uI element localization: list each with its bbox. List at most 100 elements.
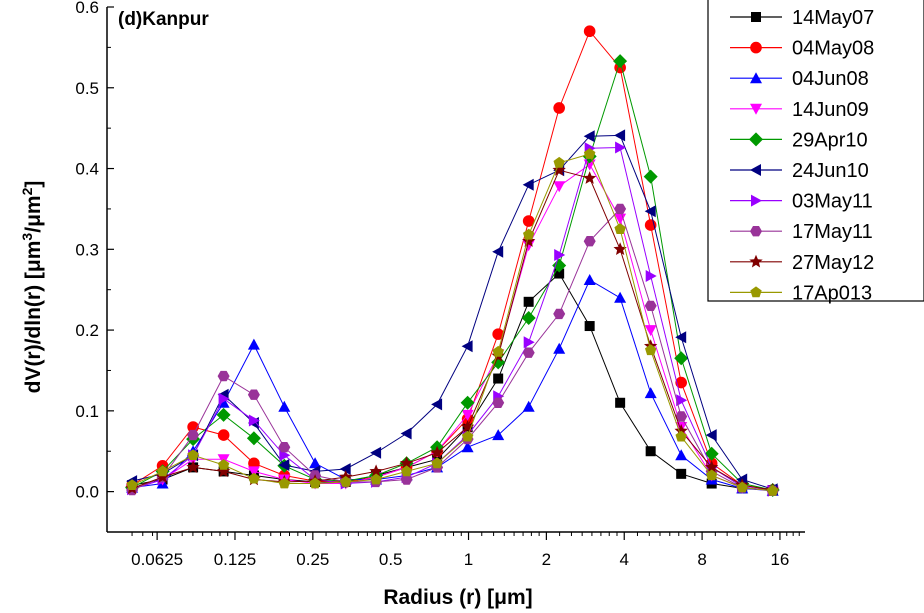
series-line <box>131 146 773 492</box>
legend-label: 17Ap013 <box>792 282 872 304</box>
data-point <box>370 473 382 485</box>
data-point <box>431 398 443 411</box>
y-axis-title-sup2: 2 <box>19 187 35 195</box>
data-point <box>523 296 534 307</box>
data-point <box>217 459 230 470</box>
data-point <box>461 430 474 442</box>
data-point <box>491 355 506 370</box>
data-point <box>523 228 535 240</box>
data-point <box>369 464 383 478</box>
legend-box <box>707 0 924 302</box>
data-point <box>248 414 260 427</box>
x-tick-label: 8 <box>697 550 706 569</box>
legend: 14May07 04May08 04Jun08 14Jun09 29Apr10 24Jun… <box>707 0 924 304</box>
x-axis-title: Radius (r) [μm] <box>383 586 532 609</box>
data-point <box>584 321 595 332</box>
x-tick-label: 0.125 <box>214 550 257 569</box>
data-point <box>751 194 762 207</box>
x-tick-label: 1 <box>464 550 473 569</box>
data-point <box>521 311 536 325</box>
data-point <box>704 446 719 461</box>
series-line <box>131 30 773 491</box>
x-tick-label: 0.25 <box>296 550 329 569</box>
data-point <box>246 431 261 446</box>
data-point <box>643 169 658 184</box>
data-point <box>676 468 687 479</box>
data-point <box>674 351 689 366</box>
data-point <box>644 300 657 311</box>
legend-label: 03May11 <box>792 191 873 213</box>
legend-item: 17May11 <box>730 221 873 243</box>
series-27May12 <box>125 163 780 496</box>
data-point <box>675 449 688 461</box>
series-line <box>132 272 773 491</box>
data-point <box>492 429 505 441</box>
data-point <box>750 72 762 84</box>
x-tick-label: 2 <box>542 550 551 569</box>
x-tick-label: 0.5 <box>379 550 403 569</box>
data-point <box>492 345 504 357</box>
legend-item: 04May08 <box>730 38 874 60</box>
data-point <box>645 270 657 282</box>
data-point <box>553 342 566 354</box>
data-point <box>523 336 535 349</box>
data-point <box>614 291 627 303</box>
data-point <box>217 429 230 441</box>
y-tick-label: 0.0 <box>75 483 99 502</box>
data-point <box>309 457 322 469</box>
data-point <box>400 474 413 485</box>
series-14Jun09 <box>126 159 779 497</box>
data-point <box>216 407 231 422</box>
data-point <box>309 477 321 489</box>
legend-item: 03May11 <box>730 191 873 213</box>
y-tick-label: 0.6 <box>75 0 99 17</box>
data-point <box>705 460 719 473</box>
data-point <box>400 465 413 477</box>
legend-label: 04May08 <box>792 38 874 60</box>
data-point <box>615 141 627 154</box>
data-point <box>339 463 351 475</box>
data-point <box>553 156 565 168</box>
legend-label: 14May07 <box>792 7 874 29</box>
data-point <box>399 456 414 469</box>
data-point <box>750 164 761 176</box>
data-point <box>583 148 596 159</box>
data-point <box>278 459 290 471</box>
data-point <box>676 394 688 407</box>
data-point <box>736 481 748 493</box>
legend-item: 27May12 <box>730 252 874 274</box>
data-point <box>583 236 596 247</box>
y-axis-title: dV(r)/dln(r) [μm3/μm2] <box>19 181 45 394</box>
data-point <box>614 213 627 225</box>
data-point <box>522 178 534 191</box>
data-point <box>705 429 717 442</box>
legend-label: 27May12 <box>792 252 874 274</box>
data-point <box>675 430 687 442</box>
data-point <box>461 420 475 433</box>
data-point <box>750 103 762 115</box>
legend-label: 14Jun09 <box>792 99 869 121</box>
data-point <box>583 274 596 285</box>
data-point <box>751 12 761 22</box>
data-point <box>400 427 412 440</box>
data-point <box>461 441 474 453</box>
data-point <box>461 340 473 353</box>
y-axis-title-sup1: 3 <box>19 233 35 241</box>
y-tick-label: 0.5 <box>75 79 99 98</box>
x-tick-label: 0.0625 <box>131 550 183 569</box>
data-point <box>675 331 687 344</box>
data-point <box>492 245 504 258</box>
legend-item: 14Jun09 <box>730 99 869 121</box>
legend-item: 04Jun08 <box>730 68 869 90</box>
data-point <box>675 376 687 389</box>
data-point <box>644 387 657 399</box>
data-point <box>217 464 231 478</box>
legend-label: 29Apr10 <box>792 129 868 151</box>
y-axis-title-main: dV(r)/dln(r) [μm <box>22 241 45 394</box>
legend-item: 17Ap013 <box>730 282 872 304</box>
data-point <box>750 41 762 54</box>
data-point <box>613 54 628 69</box>
data-point <box>749 132 763 147</box>
data-point <box>553 102 565 114</box>
